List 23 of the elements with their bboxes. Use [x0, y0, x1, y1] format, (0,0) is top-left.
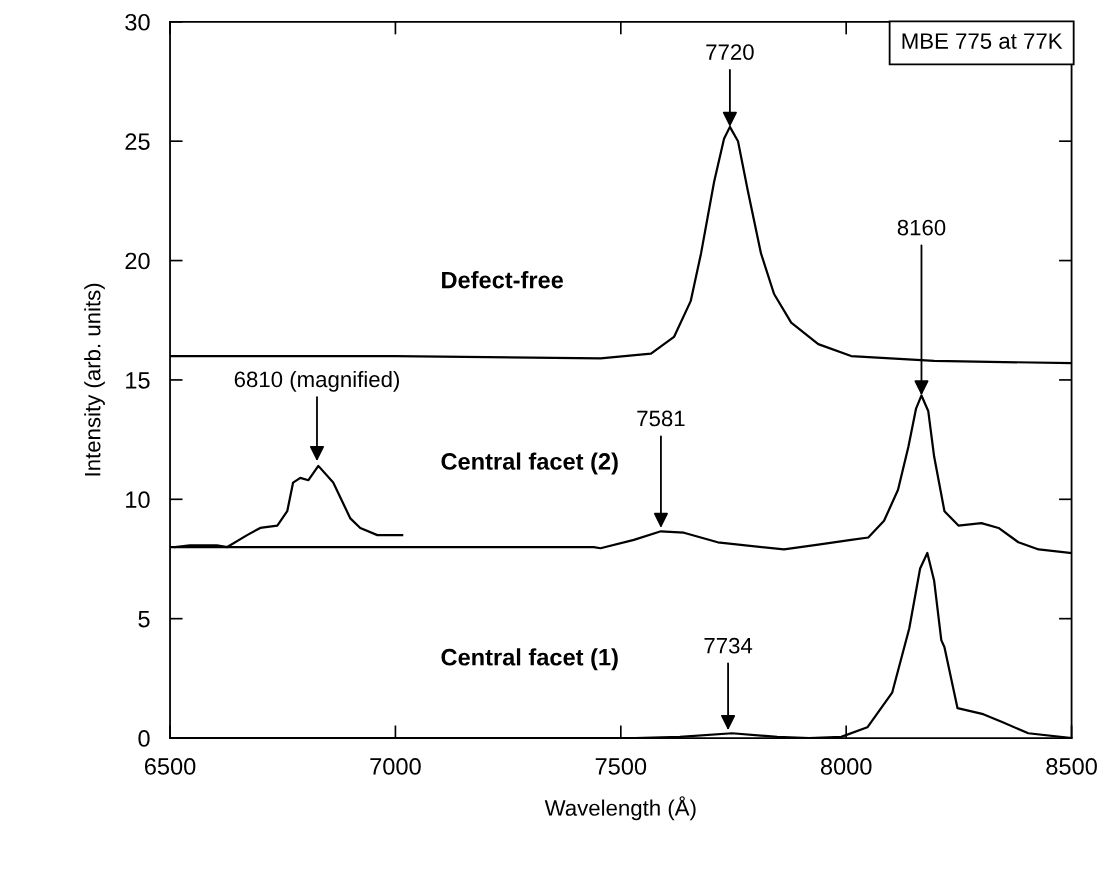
y-tick-label: 10: [126, 491, 150, 509]
y-axis-title: Intensity (arb. units): [84, 283, 105, 476]
x-tick-label: 8000: [820, 758, 872, 775]
annotation: 6810 (magnified): [234, 370, 399, 392]
x-tick-label: 8500: [1046, 758, 1097, 775]
annotation: MBE 775 at 77K: [902, 33, 1063, 49]
annotation: 8160: [897, 219, 946, 236]
y-tick-label: 20: [125, 252, 150, 270]
y-tick-label: 5: [138, 610, 150, 628]
text: Central facet (2): [441, 452, 618, 475]
x-tick-label: 6500: [144, 758, 196, 775]
y-tick-label: 0: [138, 730, 150, 747]
text: Central facet (1): [441, 648, 618, 671]
y-tick-label: 25: [125, 133, 150, 150]
text: Defect-free: [442, 271, 564, 289]
annotation: 7720: [706, 44, 754, 60]
x-tick-label: 7000: [370, 758, 421, 775]
y-tick-label: 30: [125, 13, 150, 31]
x-tick-label: 7500: [595, 758, 647, 775]
annotation: 7581: [637, 410, 685, 427]
x-axis-title: Wavelength (Å): [544, 796, 696, 821]
y-tick-label: 15: [126, 372, 150, 389]
annotation: 7734: [704, 637, 753, 654]
